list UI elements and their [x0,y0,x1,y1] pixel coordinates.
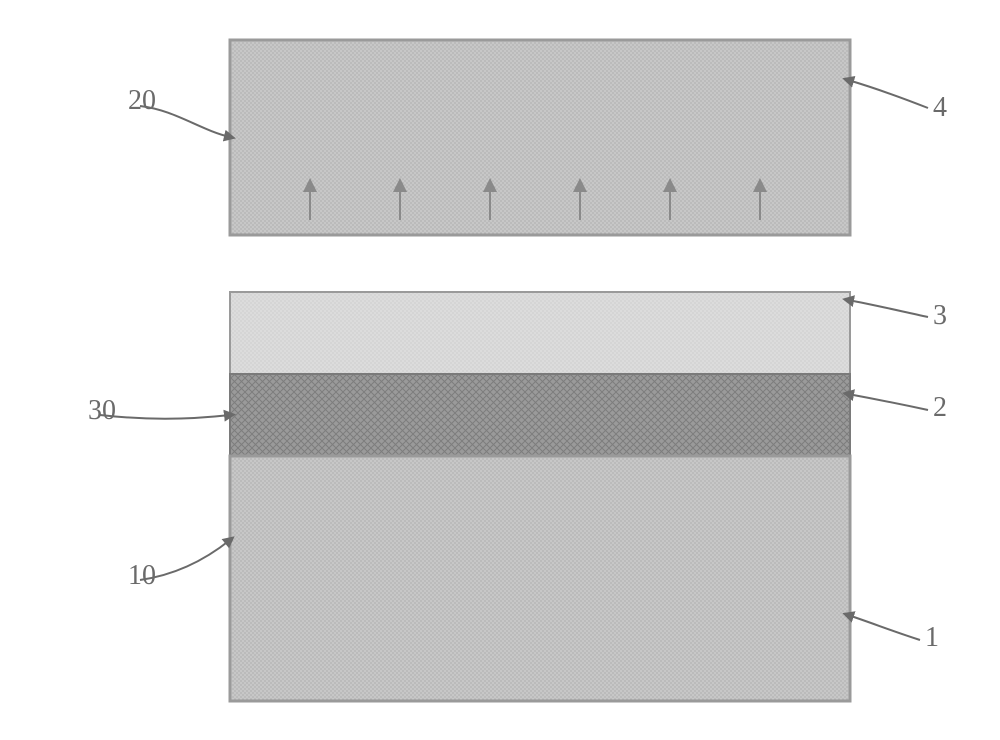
implant-arrows [310,185,760,220]
label-20: 20 [128,85,156,117]
top-block [230,40,850,235]
layer-2 [230,374,850,456]
leader-lines [100,80,928,640]
label-1: 1 [925,622,939,654]
layer-3 [230,292,850,374]
layer-1 [230,456,850,701]
label-10: 10 [128,560,156,592]
label-4: 4 [933,92,947,124]
label-30: 30 [88,395,116,427]
label-3: 3 [933,300,947,332]
label-2: 2 [933,392,947,424]
diagram-stage: 20 30 10 4 3 2 1 [0,0,1000,740]
